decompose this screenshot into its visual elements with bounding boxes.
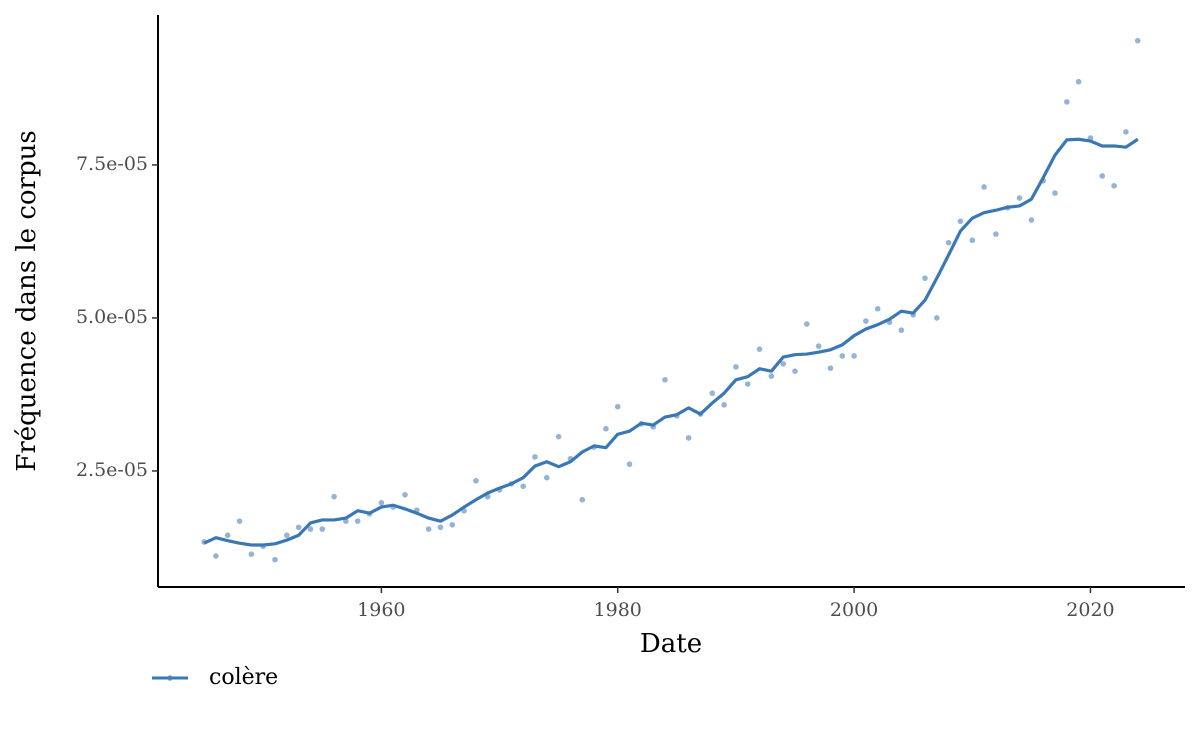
data-point: [449, 522, 456, 528]
data-point: [437, 524, 444, 531]
y-tick-label: 5.0e-05: [76, 306, 148, 328]
data-point: [1028, 217, 1035, 223]
data-point: [473, 477, 479, 484]
data-point: [863, 318, 869, 324]
data-point: [1016, 195, 1023, 201]
data-point: [272, 556, 278, 563]
data-point: [1064, 99, 1070, 105]
data-point: [284, 532, 290, 539]
data-point: [544, 474, 550, 481]
data-point: [827, 365, 834, 371]
data-point: [981, 184, 987, 190]
x-tick-label: 1960: [357, 599, 405, 621]
data-point: [402, 492, 408, 498]
data-point: [744, 381, 751, 387]
data-point: [934, 315, 940, 321]
data-point: [614, 403, 621, 410]
data-point: [520, 483, 526, 490]
data-point: [213, 553, 219, 559]
legend-dot: [167, 675, 173, 681]
data-point: [733, 364, 739, 370]
data-point: [685, 435, 692, 441]
data-point: [945, 239, 952, 246]
data-point: [780, 361, 786, 367]
data-point: [815, 343, 822, 349]
x-tick-label: 2020: [1066, 599, 1114, 621]
y-tick-label: 2.5e-05: [76, 459, 148, 481]
data-point: [532, 454, 538, 460]
data-point: [993, 231, 999, 237]
data-point: [874, 305, 881, 312]
data-point: [555, 433, 562, 440]
data-point: [1123, 129, 1129, 135]
x-tick-label: 1980: [594, 599, 642, 621]
data-point: [768, 373, 775, 379]
data-point: [1075, 78, 1082, 85]
smooth-line: [203, 137, 1139, 547]
y-tick-label: 7.5e-05: [76, 153, 148, 175]
data-point: [1099, 173, 1106, 179]
data-point: [804, 321, 810, 327]
data-point: [709, 390, 716, 397]
data-point: [603, 425, 609, 432]
data-point: [236, 518, 243, 524]
data-point: [1134, 37, 1141, 44]
data-point: [898, 327, 905, 333]
data-point: [957, 218, 964, 225]
data-point: [354, 518, 361, 524]
data-point: [224, 532, 231, 539]
data-point: [626, 461, 633, 468]
data-point: [839, 353, 846, 359]
x-axis-title: Date: [640, 629, 702, 659]
data-point: [851, 353, 857, 359]
legend-label: colère: [209, 665, 278, 690]
data-point: [307, 526, 314, 532]
data-point: [662, 376, 668, 383]
data-point: [295, 524, 302, 531]
y-axis-title: Fréquence dans le corpus: [12, 130, 42, 471]
data-point: [792, 368, 798, 374]
data-point: [756, 346, 763, 352]
data-point: [319, 526, 326, 532]
data-point: [331, 493, 337, 500]
data-point: [1052, 190, 1058, 196]
x-tick-label: 2000: [830, 599, 878, 621]
data-point: [969, 237, 976, 244]
data-point: [922, 275, 928, 281]
data-point: [425, 526, 432, 532]
data-point: [1111, 182, 1117, 189]
data-point: [579, 496, 586, 503]
data-point: [721, 402, 727, 408]
data-point: [248, 551, 255, 557]
data-point: [378, 499, 385, 506]
